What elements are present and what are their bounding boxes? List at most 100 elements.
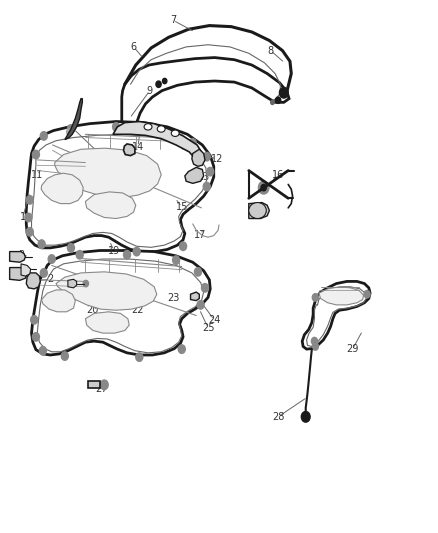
Circle shape <box>133 247 140 256</box>
Text: 7: 7 <box>170 15 176 25</box>
Text: 20: 20 <box>87 305 99 315</box>
Circle shape <box>301 411 310 422</box>
Circle shape <box>83 280 88 287</box>
Text: 9: 9 <box>147 86 153 95</box>
Circle shape <box>311 337 318 345</box>
Circle shape <box>178 345 185 353</box>
Circle shape <box>113 123 120 131</box>
Circle shape <box>312 343 318 350</box>
Circle shape <box>32 333 39 341</box>
Text: 2: 2 <box>47 274 53 284</box>
Circle shape <box>31 316 38 324</box>
Circle shape <box>203 182 210 191</box>
Circle shape <box>261 184 266 191</box>
Text: 6: 6 <box>131 42 137 52</box>
Text: 10: 10 <box>95 151 108 160</box>
Text: 13: 13 <box>198 172 210 182</box>
Text: 16: 16 <box>272 170 284 180</box>
Text: 4: 4 <box>18 267 24 277</box>
Text: 17: 17 <box>194 230 207 239</box>
Polygon shape <box>302 281 370 349</box>
Text: 14: 14 <box>132 142 144 151</box>
Polygon shape <box>32 251 210 355</box>
Circle shape <box>40 132 47 140</box>
Polygon shape <box>26 122 214 252</box>
Circle shape <box>25 213 32 222</box>
Text: 23: 23 <box>167 294 179 303</box>
Text: 19: 19 <box>108 246 120 255</box>
Polygon shape <box>55 148 161 197</box>
Polygon shape <box>56 272 157 310</box>
Circle shape <box>67 125 74 133</box>
Ellipse shape <box>157 126 165 132</box>
Polygon shape <box>191 292 199 301</box>
Circle shape <box>67 129 72 135</box>
Text: 3: 3 <box>18 250 24 260</box>
Circle shape <box>32 150 39 159</box>
Circle shape <box>156 81 161 87</box>
Circle shape <box>271 100 274 104</box>
Ellipse shape <box>144 124 152 130</box>
Circle shape <box>192 169 201 180</box>
Text: 11: 11 <box>31 170 43 180</box>
Circle shape <box>48 255 55 263</box>
Circle shape <box>124 251 131 259</box>
Polygon shape <box>21 264 31 276</box>
Text: 25: 25 <box>202 323 214 333</box>
Polygon shape <box>10 252 25 262</box>
Circle shape <box>30 277 37 285</box>
Circle shape <box>189 139 196 147</box>
Circle shape <box>76 251 83 259</box>
Polygon shape <box>65 99 82 140</box>
Text: 28: 28 <box>272 412 284 422</box>
Circle shape <box>26 228 33 236</box>
Text: 21: 21 <box>101 314 113 324</box>
Polygon shape <box>113 122 202 160</box>
Polygon shape <box>68 279 77 288</box>
Circle shape <box>312 294 318 301</box>
Polygon shape <box>124 144 135 156</box>
Circle shape <box>158 128 165 136</box>
Ellipse shape <box>249 203 266 219</box>
Polygon shape <box>249 203 269 219</box>
Text: 24: 24 <box>208 315 220 325</box>
Circle shape <box>194 268 201 276</box>
Polygon shape <box>41 173 83 204</box>
Text: 27: 27 <box>95 384 108 394</box>
Circle shape <box>203 152 210 161</box>
Circle shape <box>276 97 281 103</box>
Text: 18: 18 <box>81 278 93 287</box>
Polygon shape <box>185 167 204 183</box>
Circle shape <box>279 87 288 98</box>
Text: 15: 15 <box>176 202 188 212</box>
Circle shape <box>162 78 167 84</box>
Polygon shape <box>85 312 129 333</box>
Text: 12: 12 <box>211 154 223 164</box>
Circle shape <box>32 279 35 282</box>
Circle shape <box>364 290 370 298</box>
Circle shape <box>207 167 214 176</box>
Circle shape <box>61 352 68 360</box>
Circle shape <box>100 380 108 390</box>
Circle shape <box>258 181 269 194</box>
Circle shape <box>67 244 74 252</box>
Circle shape <box>136 353 143 361</box>
Polygon shape <box>26 273 40 289</box>
Circle shape <box>38 240 45 248</box>
Polygon shape <box>42 290 75 312</box>
Text: 1: 1 <box>20 213 26 222</box>
Circle shape <box>26 196 33 204</box>
Text: 29: 29 <box>346 344 359 354</box>
Circle shape <box>197 301 204 309</box>
Ellipse shape <box>171 130 179 136</box>
Polygon shape <box>122 58 289 144</box>
Text: 22: 22 <box>132 305 144 315</box>
Circle shape <box>201 284 208 292</box>
Circle shape <box>254 206 261 215</box>
Circle shape <box>39 346 46 355</box>
Circle shape <box>180 242 187 251</box>
Polygon shape <box>88 381 100 388</box>
Circle shape <box>173 256 180 264</box>
Polygon shape <box>85 192 136 219</box>
Circle shape <box>40 269 47 277</box>
